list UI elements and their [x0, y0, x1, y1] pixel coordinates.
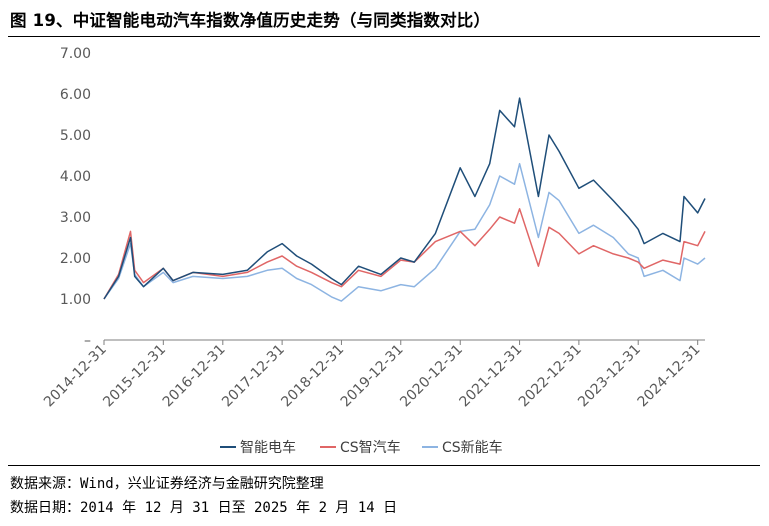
title-rule: [8, 36, 760, 37]
x-tick-label: 2023-12-31: [575, 342, 644, 411]
y-tick-label: 6.00: [60, 87, 91, 103]
legend-label: CS智汽车: [340, 439, 401, 456]
x-tick-label: 2022-12-31: [516, 342, 585, 411]
legend-label: 智能电车: [240, 439, 296, 456]
x-tick-label: 2018-12-31: [278, 342, 347, 411]
y-tick-label: –: [84, 333, 91, 349]
chart-legend: 智能电车 CS智汽车 CS新能车: [220, 439, 503, 456]
series-line: [103, 162, 706, 302]
figure-title: 图 19、中证智能电动汽车指数净值历史走势（与同类指数对比）: [10, 11, 491, 30]
date-note: 数据日期：2014 年 12 月 31 日至 2025 年 2 月 14 日: [10, 500, 398, 516]
x-tick-label: 2014-12-31: [41, 342, 110, 411]
x-axis: 2014-12-312015-12-312016-12-312017-12-31…: [41, 339, 705, 411]
x-tick-label: 2017-12-31: [219, 342, 288, 411]
y-tick-label: 3.00: [60, 210, 91, 226]
y-axis: – 1.00 2.00 3.00 4.00 5.00 6.00 7.00: [60, 46, 91, 349]
y-tick-label: 4.00: [60, 169, 91, 185]
y-tick-label: 5.00: [60, 128, 91, 144]
legend-label: CS新能车: [442, 439, 503, 456]
footer-rule: [8, 465, 760, 466]
x-tick-label: 2019-12-31: [338, 342, 407, 411]
x-tick-label: 2016-12-31: [160, 342, 229, 411]
x-tick-label: 2024-12-31: [635, 342, 704, 411]
y-tick-label: 1.00: [60, 292, 91, 308]
x-tick-label: 2020-12-31: [397, 342, 466, 411]
source-note: 数据来源：Wind，兴业证券经济与金融研究院整理: [10, 476, 324, 492]
line-chart: – 1.00 2.00 3.00 4.00 5.00 6.00 7.00 2014-12-31…: [41, 46, 706, 456]
x-tick-label: 2015-12-31: [100, 342, 169, 411]
series-line: [103, 97, 706, 300]
y-tick-label: 7.00: [60, 46, 91, 62]
series-layer: [103, 97, 706, 302]
x-tick-label: 2021-12-31: [457, 342, 526, 411]
y-tick-label: 2.00: [60, 251, 91, 267]
